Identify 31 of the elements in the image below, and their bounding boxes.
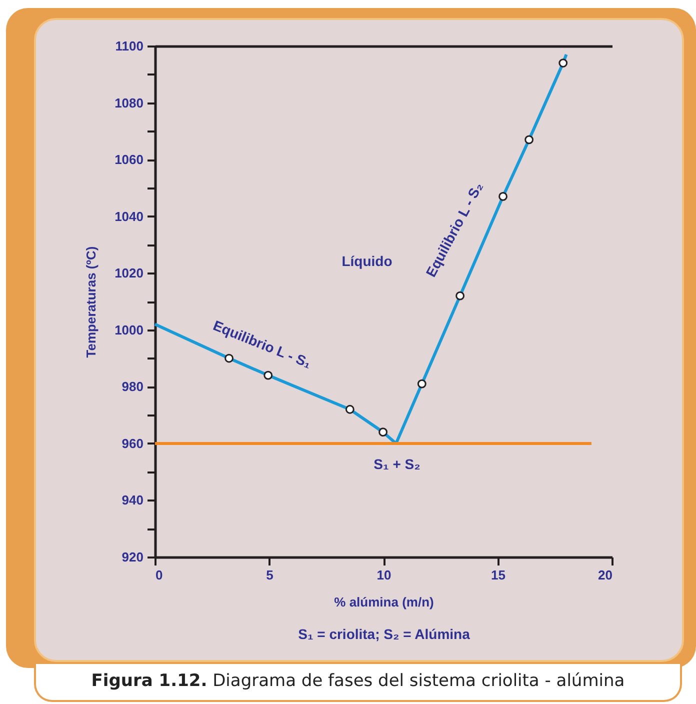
y-tick-label: 980 [122,379,144,394]
x-tick-label: 0 [156,568,163,582]
point [417,379,426,388]
annotation: S₁ + S₂ [374,456,420,472]
text: Figura 1.12. Diagrama de fases del sistema criolita - alúmina [34,664,682,702]
point [345,404,354,414]
x-tick-label: 15 [491,568,506,582]
y-axis-title: Temperaturas (ºC) [84,246,99,358]
y-tick-label: 1080 [114,95,144,110]
x-tick-label: 10 [376,568,392,582]
y-tick-label: 1020 [114,266,144,281]
point [456,291,465,300]
point [524,135,534,144]
x-axis-title: % alúmina (m/n) [334,594,434,610]
annotation: Líquido [342,253,392,269]
y-tick-label: 920 [122,550,144,564]
y-tick-label: 1060 [114,152,144,168]
y-tick-label: 1100 [115,38,144,54]
point [224,354,234,363]
text: S₁ = criolita; S₂ = Alúmina [297,626,471,642]
point [264,370,273,380]
y-tick-label: 940 [122,492,144,508]
y-tick-label: 960 [122,436,144,451]
y-tick-label: 1000 [114,322,144,338]
line-series [154,53,568,445]
point [558,58,568,68]
point [378,428,388,437]
x-tick-label: 5 [266,568,274,582]
point [498,192,508,201]
x-tick-label: 20 [598,568,612,582]
y-tick-label: 1040 [114,208,144,224]
